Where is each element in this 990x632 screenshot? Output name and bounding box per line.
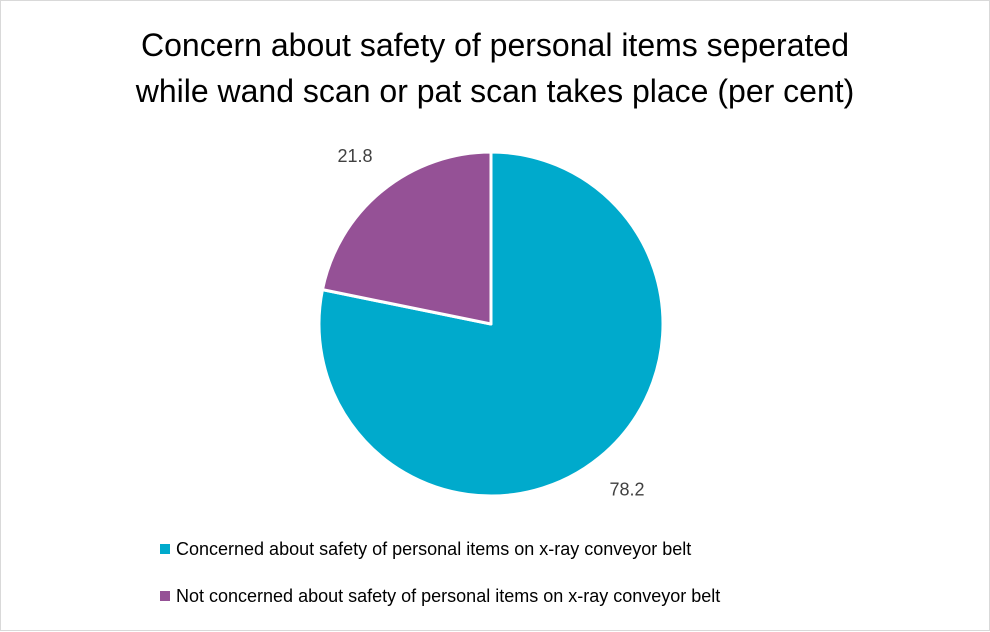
pie-data-labels: 78.2 21.8 — [337, 146, 644, 499]
legend-item-not-concerned: Not concerned about safety of personal i… — [160, 585, 720, 607]
chart-legend: Concerned about safety of personal items… — [160, 538, 720, 632]
chart-title-line-1: Concern about safety of personal items s… — [141, 27, 849, 63]
legend-swatch-concerned — [160, 544, 170, 554]
chart-title: Concern about safety of personal items s… — [0, 22, 990, 114]
chart-title-line-2: while wand scan or pat scan takes place … — [135, 73, 855, 109]
data-label-not-concerned: 21.8 — [337, 146, 372, 166]
legend-item-concerned: Concerned about safety of personal items… — [160, 538, 720, 560]
pie-slices — [317, 150, 665, 498]
pie-slice-not-concerned — [320, 150, 493, 326]
data-label-concerned: 78.2 — [609, 479, 644, 499]
legend-label-not-concerned: Not concerned about safety of personal i… — [176, 585, 721, 606]
legend-label-concerned: Concerned about safety of personal items… — [176, 538, 692, 559]
legend-swatch-not-concerned — [160, 591, 170, 601]
